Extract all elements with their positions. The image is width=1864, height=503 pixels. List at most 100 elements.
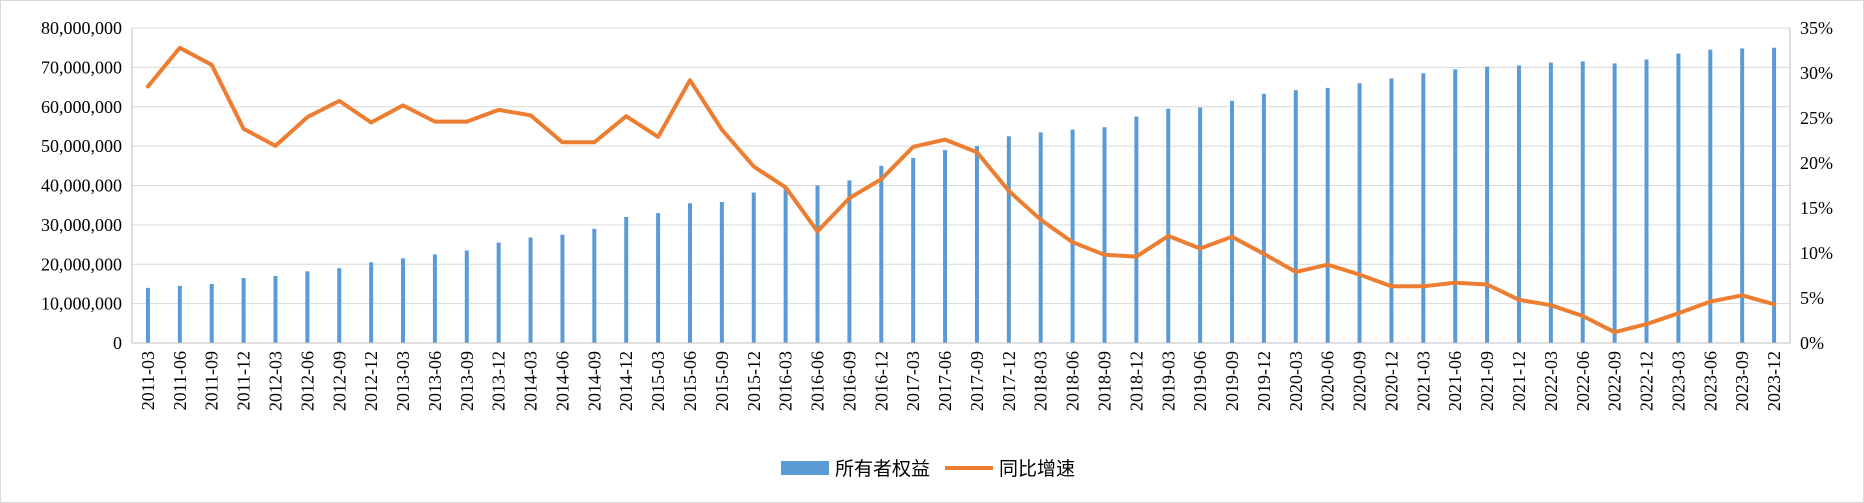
x-tick-label: 2022-09	[1605, 351, 1625, 411]
line-point-2019-12	[1263, 253, 1265, 255]
x-tick-label: 2017-12	[999, 351, 1019, 411]
line-point-2021-06	[1454, 282, 1456, 284]
bar-2015-03	[656, 213, 661, 343]
line-point-2017-12	[1008, 190, 1010, 192]
x-tick-label: 2011-09	[202, 351, 222, 410]
right-tick-label: 10%	[1800, 243, 1833, 263]
bar-2021-06	[1453, 69, 1458, 343]
x-tick-label: 2018-12	[1126, 351, 1146, 411]
left-tick-label: 50,000,000	[41, 136, 122, 156]
bar-2022-12	[1644, 59, 1649, 343]
x-tick-label: 2020-06	[1318, 351, 1338, 411]
x-axis-ticks: 2011-03 2011-06 2011-09 2011-12 2012-03 2012-…	[138, 351, 1784, 411]
x-tick-label: 2017-03	[903, 351, 923, 411]
bar-2014-12	[624, 217, 629, 343]
line-point-2023-06	[1709, 301, 1711, 303]
line-point-2013-03	[402, 104, 404, 106]
x-tick-label: 2015-03	[648, 351, 668, 411]
x-tick-label: 2021-12	[1509, 351, 1529, 411]
x-tick-label: 2023-03	[1668, 351, 1688, 411]
line-point-2020-12	[1390, 285, 1392, 287]
bar-2013-09	[464, 250, 469, 343]
bar-2012-03	[273, 276, 278, 343]
x-tick-label: 2014-12	[616, 351, 636, 411]
right-tick-label: 35%	[1800, 18, 1833, 38]
left-tick-label: 60,000,000	[41, 97, 122, 117]
x-tick-label: 2011-12	[234, 351, 254, 410]
legend-label-yoy-growth: 同比增速	[999, 458, 1075, 480]
line-point-2015-06	[689, 79, 691, 81]
x-tick-label: 2022-06	[1573, 351, 1593, 411]
left-tick-label: 10,000,000	[41, 294, 122, 314]
x-tick-label: 2012-09	[329, 351, 349, 411]
line-point-2012-03	[274, 145, 276, 147]
bar-2022-03	[1548, 62, 1553, 344]
bar-2016-12	[879, 165, 884, 343]
bar-2022-09	[1612, 63, 1617, 343]
line-point-2011-03	[147, 86, 149, 87]
bar-2019-12	[1261, 93, 1266, 343]
line-point-2014-06	[561, 141, 563, 143]
bar-2016-06	[815, 185, 820, 343]
bar-2019-09	[1230, 100, 1235, 343]
x-tick-label: 2015-09	[712, 351, 732, 411]
x-tick-label: 2013-03	[393, 351, 413, 411]
line-point-2012-12	[370, 122, 372, 123]
line-point-2014-09	[593, 141, 595, 143]
line-series-yoy-growth	[145, 45, 1777, 335]
bar-2015-12	[751, 192, 756, 343]
right-tick-label: 0%	[1800, 333, 1824, 353]
bar-2013-06	[432, 254, 437, 343]
bar-2013-03	[401, 258, 406, 343]
axes	[131, 28, 1791, 344]
x-tick-label: 2015-06	[680, 351, 700, 411]
x-tick-label: 2014-09	[584, 351, 604, 411]
x-tick-label: 2022-12	[1637, 351, 1657, 411]
x-tick-label: 2019-09	[1222, 351, 1242, 411]
x-tick-label: 2012-06	[297, 351, 317, 411]
line-point-2011-09	[211, 64, 213, 66]
bar-2011-09	[209, 283, 214, 343]
x-tick-label: 2023-06	[1700, 351, 1720, 411]
bar-2016-09	[847, 180, 852, 343]
line-point-2015-09	[721, 129, 723, 131]
bar-2011-03	[145, 287, 150, 343]
line-point-2022-06	[1582, 315, 1584, 317]
x-tick-label: 2015-12	[744, 351, 764, 411]
x-tick-label: 2019-06	[1190, 351, 1210, 411]
line-point-2021-09	[1486, 284, 1488, 285]
x-tick-label: 2016-09	[839, 351, 859, 411]
line-point-2018-03	[1040, 219, 1042, 221]
line-point-2012-09	[338, 100, 340, 102]
gridlines	[132, 27, 1790, 305]
line-point-2017-09	[976, 151, 978, 153]
line-point-2014-03	[530, 114, 532, 116]
line-point-2011-06	[179, 47, 181, 49]
line-point-2013-06	[434, 121, 436, 123]
x-tick-label: 2012-12	[361, 351, 381, 411]
bar-2014-03	[528, 237, 533, 343]
line-point-2011-12	[243, 128, 245, 130]
left-tick-label: 0	[113, 333, 122, 353]
x-tick-label: 2019-12	[1254, 351, 1274, 411]
line-point-2019-03	[1167, 235, 1169, 237]
line-point-2016-03	[785, 186, 787, 188]
bar-2012-06	[305, 271, 310, 343]
bar-2018-12	[1134, 116, 1139, 343]
legend-label-owners-equity: 所有者权益	[835, 458, 930, 480]
bar-2018-09	[1102, 127, 1107, 343]
line-point-2016-09	[848, 197, 850, 199]
line-point-2020-06	[1327, 264, 1329, 266]
x-tick-label: 2011-03	[138, 351, 158, 410]
x-tick-label: 2019-03	[1158, 351, 1178, 411]
legend: 所有者权益 同比增速	[781, 458, 1075, 480]
bar-2012-09	[337, 268, 342, 343]
left-tick-label: 80,000,000	[41, 18, 122, 38]
bar-2021-03	[1421, 73, 1426, 343]
x-tick-label: 2014-03	[521, 351, 541, 411]
bar-2012-12	[369, 262, 374, 343]
x-tick-label: 2021-03	[1413, 351, 1433, 411]
bar-2023-09	[1740, 48, 1745, 343]
right-axis-ticks: 0% 5% 10% 15% 20% 25% 30% 35%	[1800, 18, 1833, 353]
x-tick-label: 2018-09	[1095, 351, 1115, 411]
